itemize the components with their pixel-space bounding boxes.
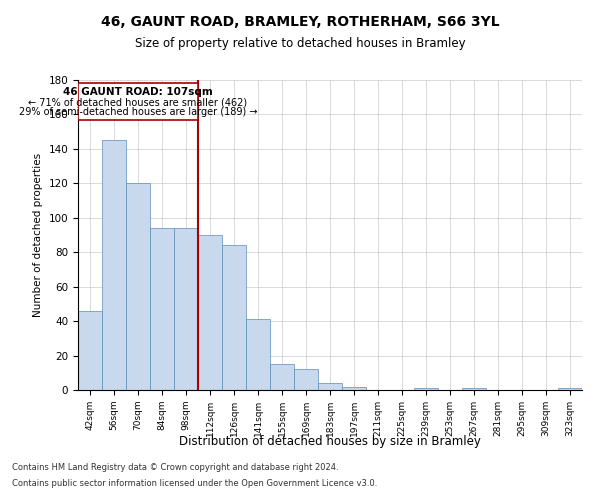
Text: Contains HM Land Registry data © Crown copyright and database right 2024.: Contains HM Land Registry data © Crown c… [12, 464, 338, 472]
Text: Contains public sector information licensed under the Open Government Licence v3: Contains public sector information licen… [12, 478, 377, 488]
Bar [246, 320, 270, 390]
Bar [102, 140, 126, 390]
Bar [558, 388, 582, 390]
Y-axis label: Number of detached properties: Number of detached properties [33, 153, 43, 317]
Text: 46 GAUNT ROAD: 107sqm: 46 GAUNT ROAD: 107sqm [63, 87, 213, 97]
Bar [150, 228, 174, 390]
Bar [294, 370, 318, 390]
Text: ← 71% of detached houses are smaller (462): ← 71% of detached houses are smaller (46… [28, 97, 248, 107]
Text: Distribution of detached houses by size in Bramley: Distribution of detached houses by size … [179, 435, 481, 448]
Bar [174, 228, 198, 390]
Bar [318, 383, 342, 390]
Bar [414, 388, 438, 390]
Text: 29% of semi-detached houses are larger (189) →: 29% of semi-detached houses are larger (… [19, 106, 257, 117]
Text: 46, GAUNT ROAD, BRAMLEY, ROTHERHAM, S66 3YL: 46, GAUNT ROAD, BRAMLEY, ROTHERHAM, S66 … [101, 15, 499, 29]
Bar [270, 364, 294, 390]
FancyBboxPatch shape [78, 84, 198, 120]
Bar [342, 386, 366, 390]
Bar [78, 311, 102, 390]
Bar [198, 235, 222, 390]
Text: Size of property relative to detached houses in Bramley: Size of property relative to detached ho… [134, 38, 466, 51]
Bar [126, 184, 150, 390]
Bar [222, 246, 246, 390]
Bar [462, 388, 486, 390]
